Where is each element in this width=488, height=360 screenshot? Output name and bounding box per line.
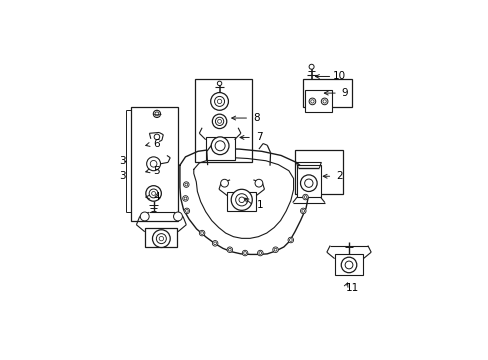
Circle shape — [200, 232, 203, 234]
Circle shape — [212, 114, 226, 129]
Circle shape — [301, 180, 307, 186]
Text: 7: 7 — [255, 132, 262, 143]
Text: 3: 3 — [119, 171, 125, 181]
Circle shape — [235, 194, 247, 206]
Circle shape — [304, 179, 312, 187]
Text: 9: 9 — [341, 88, 347, 98]
Circle shape — [322, 100, 325, 103]
Circle shape — [213, 242, 216, 245]
Circle shape — [146, 157, 160, 171]
Circle shape — [183, 208, 189, 214]
Circle shape — [212, 240, 218, 246]
Circle shape — [301, 210, 304, 212]
Circle shape — [257, 250, 263, 256]
Circle shape — [184, 183, 187, 186]
Bar — [131, 107, 178, 221]
Circle shape — [228, 248, 231, 251]
Circle shape — [226, 247, 232, 252]
Circle shape — [215, 141, 224, 151]
Circle shape — [300, 208, 305, 214]
Circle shape — [151, 192, 155, 195]
Circle shape — [153, 110, 160, 117]
Circle shape — [243, 252, 246, 255]
Circle shape — [239, 197, 244, 203]
Circle shape — [183, 196, 188, 201]
Circle shape — [310, 100, 313, 103]
Circle shape — [217, 81, 222, 86]
Bar — [294, 150, 343, 194]
Circle shape — [217, 120, 221, 123]
Circle shape — [300, 175, 317, 192]
Circle shape — [303, 182, 305, 185]
Bar — [227, 192, 256, 211]
Circle shape — [183, 182, 189, 187]
Circle shape — [140, 212, 149, 221]
Text: 3: 3 — [119, 156, 125, 166]
Circle shape — [214, 96, 224, 107]
Circle shape — [345, 261, 352, 269]
Circle shape — [220, 179, 228, 187]
Circle shape — [210, 93, 228, 110]
Bar — [195, 79, 251, 162]
Circle shape — [274, 248, 276, 251]
Circle shape — [217, 99, 222, 104]
Circle shape — [150, 161, 157, 167]
Text: 6: 6 — [153, 139, 160, 149]
Circle shape — [308, 64, 313, 69]
Circle shape — [173, 212, 182, 221]
Circle shape — [255, 179, 262, 187]
Circle shape — [185, 210, 188, 212]
Circle shape — [287, 237, 293, 243]
Circle shape — [304, 195, 306, 198]
Circle shape — [156, 234, 166, 244]
Circle shape — [152, 230, 170, 247]
Circle shape — [154, 134, 160, 140]
Bar — [303, 79, 351, 107]
Circle shape — [155, 112, 159, 116]
Circle shape — [231, 189, 252, 210]
Circle shape — [159, 237, 163, 241]
Text: 2: 2 — [335, 171, 342, 181]
Bar — [205, 138, 234, 159]
Circle shape — [211, 137, 228, 155]
Circle shape — [215, 117, 224, 126]
Bar — [144, 228, 177, 247]
Circle shape — [149, 189, 158, 198]
Circle shape — [308, 98, 315, 105]
Text: 1: 1 — [257, 201, 263, 210]
Circle shape — [259, 252, 261, 255]
Bar — [334, 255, 363, 275]
Bar — [297, 165, 320, 197]
Circle shape — [302, 194, 307, 200]
Circle shape — [199, 230, 204, 236]
Circle shape — [145, 186, 161, 201]
Text: 8: 8 — [252, 113, 259, 123]
Text: 10: 10 — [332, 72, 345, 81]
Text: 11: 11 — [346, 283, 359, 293]
Circle shape — [341, 257, 356, 273]
Circle shape — [321, 98, 327, 105]
Circle shape — [289, 239, 292, 242]
Text: 4: 4 — [153, 192, 160, 202]
Bar — [305, 90, 331, 112]
Circle shape — [183, 197, 186, 200]
Text: 5: 5 — [153, 166, 160, 176]
Circle shape — [242, 250, 247, 256]
Circle shape — [272, 247, 278, 252]
